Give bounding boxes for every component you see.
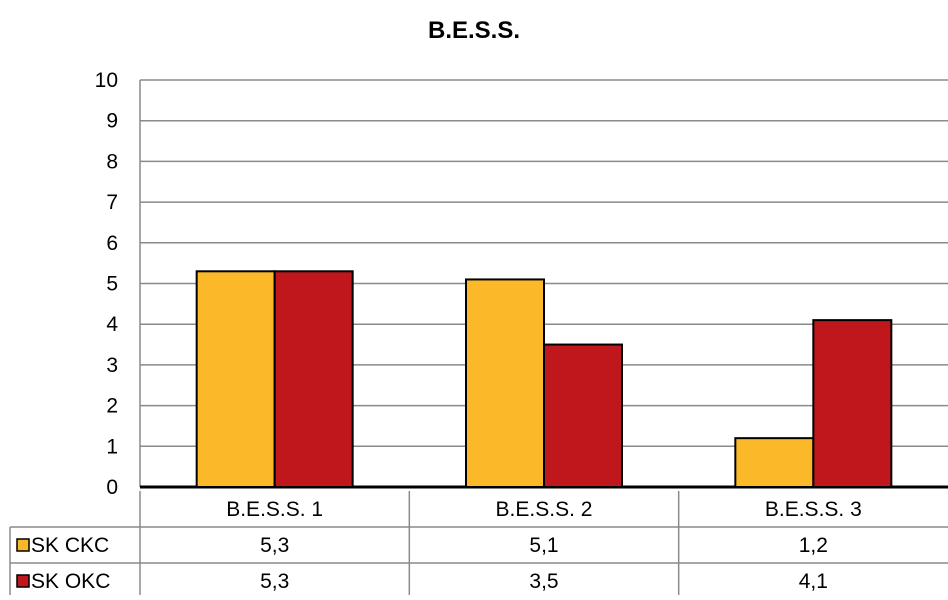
y-axis-ticks: 0 1 2 3 4 5 6 7 8 9 10: [95, 69, 119, 499]
x-category-label: B.E.S.S. 3: [765, 498, 862, 521]
bars: [195, 270, 893, 489]
table-value: 5,1: [529, 534, 558, 557]
y-tick-label: 9: [106, 110, 118, 133]
y-tick-label: 3: [106, 354, 118, 377]
bar: [543, 343, 623, 488]
legend-key: [16, 574, 30, 588]
legend-key: [16, 538, 30, 552]
legend-series-name: SK OKC: [31, 570, 110, 593]
y-tick-label: 5: [106, 273, 118, 296]
table-value: 3,5: [529, 570, 558, 593]
chart-title: B.E.S.S.: [427, 17, 521, 44]
table-value: 4,1: [799, 570, 828, 593]
bar: [734, 437, 815, 489]
y-tick-label: 0: [106, 476, 118, 499]
data-table: B.E.S.S. 1 B.E.S.S. 2 B.E.S.S. 3 SK CKC 5,3 5…: [9, 491, 948, 595]
y-tick-label: 8: [106, 150, 118, 173]
table-value: 5,3: [260, 570, 289, 593]
y-tick-label: 7: [106, 191, 118, 214]
bar: [195, 270, 276, 489]
y-tick-label: 4: [106, 313, 118, 336]
y-tick-label: 1: [106, 435, 118, 458]
y-tick-label: 6: [106, 232, 118, 255]
y-tick-label: 2: [106, 395, 118, 418]
legend-series-name: SK CKC: [31, 534, 109, 557]
bar: [812, 319, 893, 488]
table-value: 5,3: [260, 534, 289, 557]
x-category-label: B.E.S.S. 2: [496, 498, 593, 521]
bar: [273, 270, 354, 489]
bar: [465, 278, 545, 488]
x-category-label: B.E.S.S. 1: [226, 498, 323, 521]
table-value: 1,2: [799, 534, 828, 557]
y-tick-label: 10: [95, 69, 118, 92]
